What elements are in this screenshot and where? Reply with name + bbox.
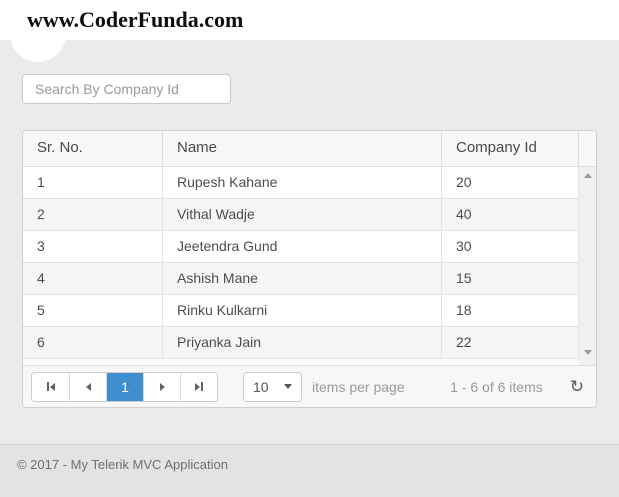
cell-sr-no: 3 — [23, 231, 163, 262]
column-header-name[interactable]: Name — [163, 131, 442, 166]
pager-range-label: 1 - 6 of 6 items — [450, 378, 543, 395]
last-page-button[interactable] — [180, 372, 217, 401]
seek-first-icon — [47, 382, 49, 391]
cell-sr-no: 4 — [23, 263, 163, 294]
arrow-left-icon — [85, 382, 91, 391]
table-row: 1 Rupesh Kahane 20 — [23, 167, 579, 199]
column-header-company-id[interactable]: Company Id — [442, 131, 579, 166]
cell-name: Vithal Wadje — [163, 199, 442, 230]
header-spacer — [579, 131, 596, 166]
scroll-up-icon[interactable] — [583, 173, 592, 178]
site-header — [0, 0, 619, 40]
chevron-down-icon — [284, 384, 292, 389]
logo-circle — [10, 6, 66, 62]
first-page-button[interactable] — [32, 372, 69, 401]
page-size-select[interactable]: 10 — [243, 371, 302, 402]
scroll-down-icon[interactable] — [583, 350, 592, 355]
table-row: 6 Priyanka Jain 22 — [23, 327, 579, 359]
cell-name: Rinku Kulkarni — [163, 295, 442, 326]
copyright-text: © 2017 - My Telerik MVC Application — [17, 457, 228, 472]
company-grid: Sr. No. Name Company Id 1 Rupesh Kahane 20… — [22, 130, 597, 408]
table-row: 3 Jeetendra Gund 30 — [23, 231, 579, 263]
seek-last-icon — [194, 382, 200, 391]
cell-company-id: 30 — [442, 231, 579, 262]
cell-company-id: 40 — [442, 199, 579, 230]
column-header-sr-no[interactable]: Sr. No. — [23, 131, 163, 166]
table-row: 4 Ashish Mane 15 — [23, 263, 579, 295]
cell-sr-no: 2 — [23, 199, 163, 230]
page-footer: © 2017 - My Telerik MVC Application — [0, 444, 619, 497]
cell-sr-no: 1 — [23, 167, 163, 198]
vertical-scrollbar[interactable] — [579, 167, 596, 365]
page-size-value: 10 — [253, 378, 269, 395]
cell-name: Ashish Mane — [163, 263, 442, 294]
cell-name: Jeetendra Gund — [163, 231, 442, 262]
grid-body: 1 Rupesh Kahane 20 2 Vithal Wadje 40 3 Jeetendr… — [23, 167, 579, 365]
page-1-button[interactable]: 1 — [106, 372, 143, 401]
table-row: 2 Vithal Wadje 40 — [23, 199, 579, 231]
next-page-button[interactable] — [143, 372, 180, 401]
previous-page-button[interactable] — [69, 372, 106, 401]
cell-company-id: 22 — [442, 327, 579, 358]
grid-content: 1 Rupesh Kahane 20 2 Vithal Wadje 40 3 Jeetendr… — [23, 167, 596, 365]
grid-pager: 1 10 items per page 1 - 6 of 6 items ↻ — [23, 365, 596, 407]
table-row: 5 Rinku Kulkarni 18 — [23, 295, 579, 327]
pager-button-group: 1 — [31, 371, 218, 402]
cell-sr-no: 5 — [23, 295, 163, 326]
site-title: www.CoderFunda.com — [27, 7, 244, 32]
search-input[interactable] — [22, 74, 231, 104]
cell-sr-no: 6 — [23, 327, 163, 358]
seek-first-icon — [50, 382, 55, 391]
cell-name: Priyanka Jain — [163, 327, 442, 358]
cell-company-id: 20 — [442, 167, 579, 198]
cell-name: Rupesh Kahane — [163, 167, 442, 198]
seek-last-icon — [200, 382, 203, 391]
arrow-right-icon — [159, 382, 165, 391]
items-per-page-label: items per page — [312, 378, 405, 395]
cell-company-id: 18 — [442, 295, 579, 326]
cell-company-id: 15 — [442, 263, 579, 294]
refresh-icon[interactable]: ↻ — [569, 377, 584, 396]
grid-header-row: Sr. No. Name Company Id — [23, 131, 596, 167]
